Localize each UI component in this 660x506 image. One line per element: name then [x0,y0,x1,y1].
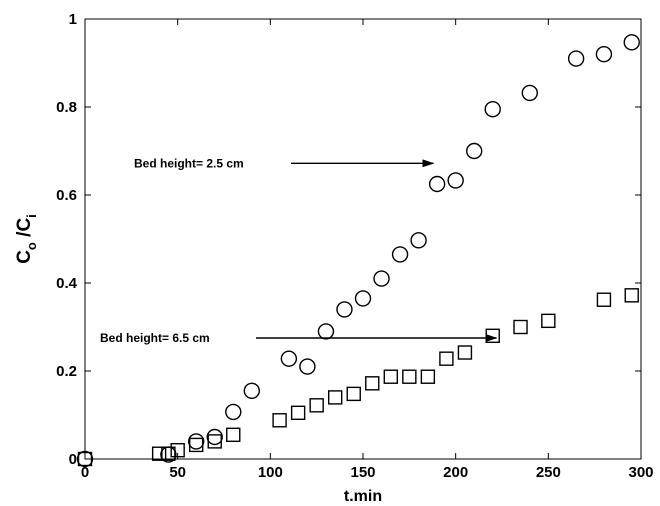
y-tick-label: 0 [69,451,77,468]
circle-data-point [373,270,390,287]
circle-data-point [243,382,261,399]
square-data-point [151,446,167,461]
square-data-point [161,446,176,461]
circle-data-point [428,175,446,193]
y-tick-label: 0.2 [56,363,77,380]
square-data-point [290,405,306,420]
x-tick-label: 300 [628,464,653,481]
y-label-mid: /C [14,218,35,243]
circle-data-point [206,428,223,446]
circle-data-point [410,232,427,249]
circle-data-point [354,290,372,307]
y-axis-ticks: 0 0.2 0.4 0.6 0.8 1 [56,11,641,468]
square-data-point [439,351,454,366]
square-data-point [457,345,473,360]
square-data-point [596,292,612,307]
square-data-point [272,413,287,428]
y-label-sub-i: i [24,214,39,218]
y-label-main: C [14,250,35,264]
circle-data-point [225,403,242,421]
x-tick-label: 250 [536,464,561,481]
square-data-point [77,451,93,467]
square-data-point [170,443,185,458]
square-series [77,288,639,467]
y-tick-label: 0.4 [56,275,78,292]
circle-data-point [447,172,464,189]
square-data-point [624,288,639,303]
circle-series [76,34,640,468]
circle-data-point [336,301,353,318]
x-axis-ticks: 0 50 100 150 200 250 300 [81,19,654,481]
data-series [76,34,640,468]
square-data-point [541,313,556,329]
x-tick-label: 0 [81,464,89,481]
circle-data-point [76,450,94,468]
square-data-point [226,427,241,442]
circle-data-point [623,34,640,51]
square-data-point [513,319,528,335]
x-tick-label: 200 [443,464,468,481]
square-data-point [309,398,324,413]
square-data-point [346,386,361,402]
circle-data-point [280,350,298,367]
circle-data-point [567,50,585,67]
y-label-sub-o: o [24,242,39,250]
y-tick-label: 0.6 [56,187,77,204]
annotations: Bed height= 2.5 cm Bed height= 6.5 cm [100,156,498,345]
y-tick-label: 0.8 [56,99,77,116]
x-axis-label: t.min [344,488,382,505]
x-tick-label: 100 [258,464,283,481]
bed-height-annotation-label: Bed height= 6.5 cm [100,331,210,345]
circle-data-point [187,433,205,450]
square-data-point [328,390,343,405]
circle-data-point [595,46,613,63]
plot-area [84,18,642,460]
circle-data-point [521,84,538,102]
circle-data-point [484,100,501,118]
circle-data-point [317,323,335,340]
square-data-point [188,437,204,453]
y-axis-label: Co /Ci [14,214,39,264]
square-data-point [365,376,380,391]
square-data-point [383,369,398,384]
circle-data-point [299,358,316,375]
x-tick-label: 50 [169,464,186,481]
square-data-point [207,434,222,449]
square-data-point [402,369,417,384]
x-tick-label: 150 [350,464,375,481]
y-tick-label: 1 [69,11,77,28]
circle-data-point [391,246,409,263]
bed-height-annotation-label: Bed height= 2.5 cm [134,156,244,170]
square-data-point [420,369,436,384]
circle-data-point [466,142,483,160]
